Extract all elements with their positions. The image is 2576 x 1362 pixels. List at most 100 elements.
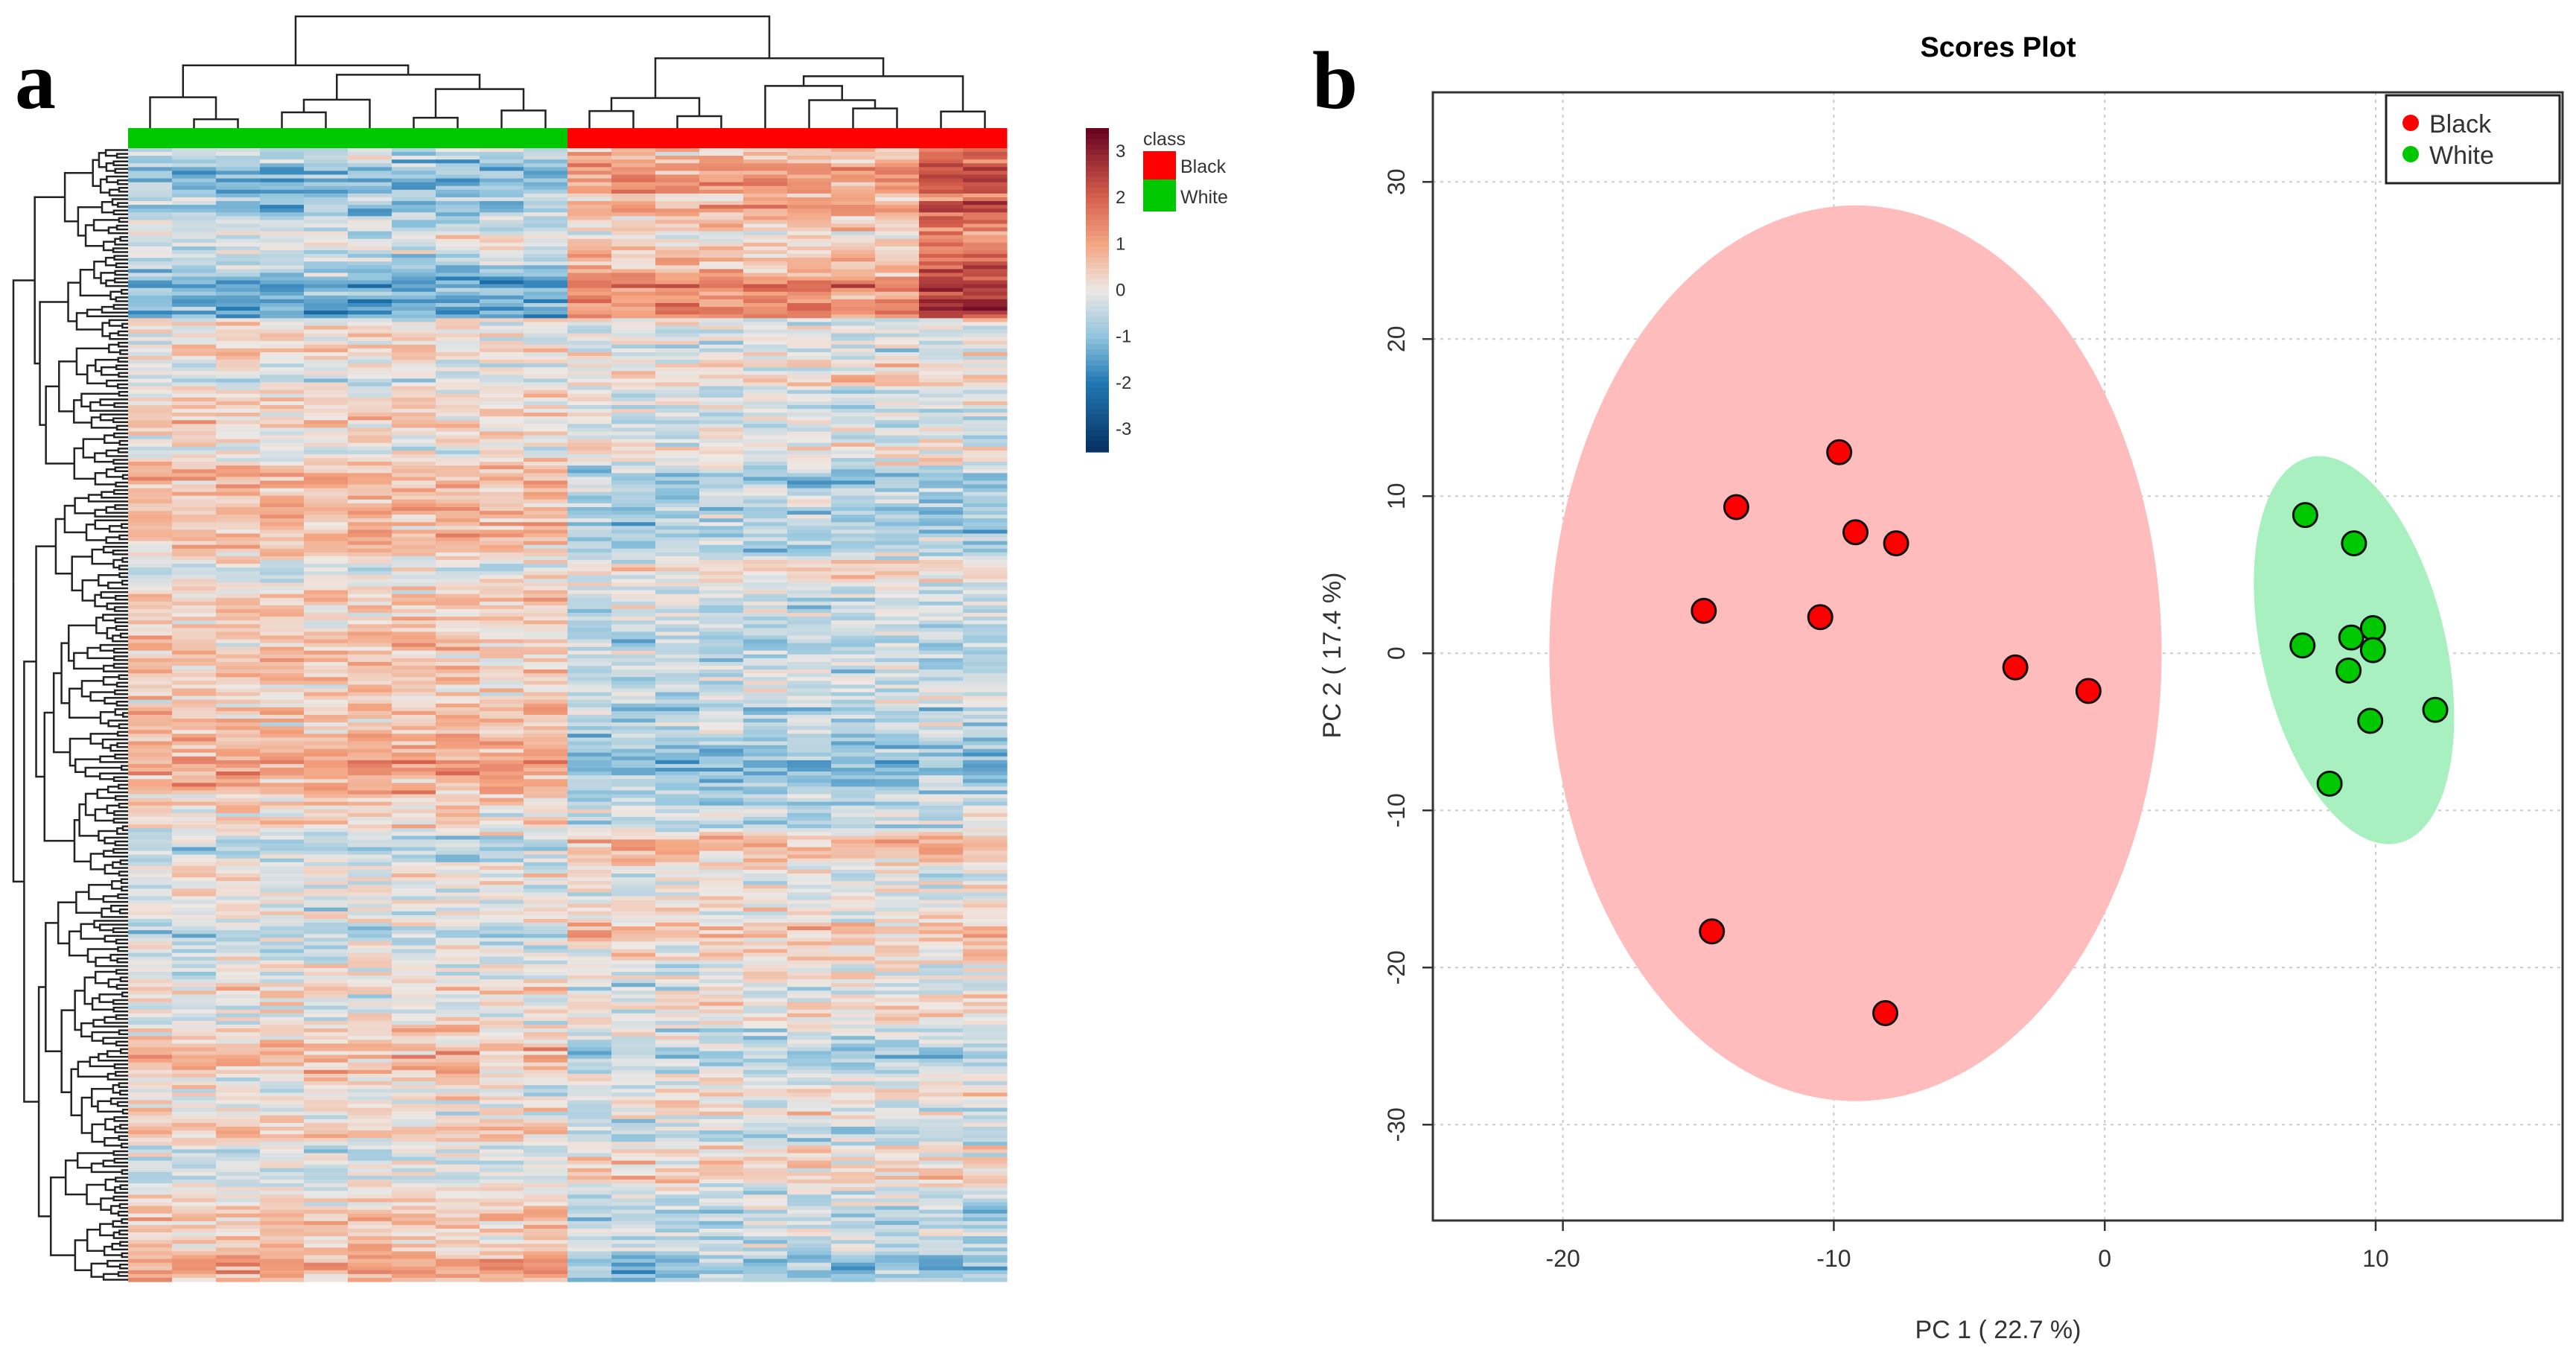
heatmap-cell xyxy=(392,337,436,342)
heatmap-cell xyxy=(963,529,1008,535)
heatmap-cell xyxy=(436,442,480,448)
heatmap-cell xyxy=(919,1028,964,1033)
heatmap-cell xyxy=(304,628,349,632)
heatmap-cell xyxy=(304,340,349,346)
heatmap-cell xyxy=(831,480,876,486)
heatmap-cell xyxy=(304,254,349,258)
heatmap-cell xyxy=(304,707,349,712)
heatmap-cell xyxy=(699,696,744,701)
heatmap-cell xyxy=(172,768,217,772)
heatmap-cell xyxy=(128,511,173,515)
heatmap-cell xyxy=(919,174,964,179)
heatmap-cell xyxy=(436,552,480,557)
heatmap-cell xyxy=(260,941,305,946)
heatmap-cell xyxy=(963,608,1008,614)
heatmap-cell xyxy=(743,393,788,398)
heatmap-cell xyxy=(743,900,788,905)
heatmap-cell xyxy=(567,273,612,278)
heatmap-cell xyxy=(348,529,392,535)
heatmap-cell xyxy=(392,454,436,459)
heatmap-cell xyxy=(787,367,832,372)
heatmap-cell xyxy=(655,311,700,315)
heatmap-cell xyxy=(655,1013,700,1018)
heatmap-cell xyxy=(831,586,876,591)
heatmap-cell xyxy=(875,650,920,655)
heatmap-cell xyxy=(611,559,656,564)
heatmap-cell xyxy=(480,544,524,550)
heatmap-cell xyxy=(655,635,700,640)
heatmap-cell xyxy=(348,231,392,236)
heatmap-cell xyxy=(260,559,305,564)
heatmap-cell xyxy=(743,567,788,572)
heatmap-cell xyxy=(919,635,964,640)
heatmap-cell xyxy=(260,201,305,206)
heatmap-cell xyxy=(787,442,832,448)
heatmap-cell xyxy=(699,903,744,908)
heatmap-cell xyxy=(875,189,920,194)
heatmap-cell xyxy=(524,979,568,984)
heatmap-cell xyxy=(875,949,920,954)
heatmap-cell xyxy=(699,775,744,780)
heatmap-cell xyxy=(304,1032,349,1037)
heatmap-cell xyxy=(436,726,480,731)
heatmap-cell xyxy=(304,189,349,194)
heatmap-cell xyxy=(963,382,1008,387)
heatmap-cell xyxy=(831,805,876,810)
heatmap-cell xyxy=(787,371,832,375)
heatmap-cell xyxy=(436,824,480,829)
heatmap-cell xyxy=(699,1040,744,1044)
heatmap-cell xyxy=(524,730,568,734)
heatmap-cell xyxy=(787,409,832,413)
heatmap-cell xyxy=(743,1016,788,1022)
heatmap-cell xyxy=(963,378,1008,384)
heatmap-cell xyxy=(743,617,788,621)
heatmap-cell xyxy=(392,276,436,281)
heatmap-cell xyxy=(436,386,480,391)
heatmap-cell xyxy=(743,597,788,602)
heatmap-cell xyxy=(787,280,832,285)
heatmap-cell xyxy=(128,280,173,285)
heatmap-cell xyxy=(304,284,349,289)
heatmap-cell xyxy=(216,171,261,176)
heatmap-cell xyxy=(436,812,480,818)
heatmap-cell xyxy=(304,291,349,296)
heatmap-cell xyxy=(524,597,568,602)
heatmap-cell xyxy=(524,631,568,637)
heatmap-cell xyxy=(787,1054,832,1060)
heatmap-cell xyxy=(567,397,612,402)
heatmap-cell xyxy=(963,976,1008,980)
heatmap-cell xyxy=(260,174,305,179)
heatmap-cell xyxy=(480,484,524,489)
heatmap-cell xyxy=(831,537,876,542)
heatmap-cell xyxy=(787,579,832,584)
heatmap-cell xyxy=(436,923,480,927)
heatmap-cell xyxy=(260,643,305,648)
heatmap-cell xyxy=(348,881,392,885)
heatmap-cell xyxy=(348,291,392,296)
heatmap-cell xyxy=(919,967,964,973)
heatmap-cell xyxy=(216,926,261,931)
heatmap-cell xyxy=(567,378,612,384)
heatmap-cell xyxy=(172,242,217,247)
heatmap-cell xyxy=(216,639,261,644)
heatmap-cell xyxy=(743,571,788,576)
heatmap-cell xyxy=(304,1081,349,1086)
heatmap-cell xyxy=(436,567,480,572)
heatmap-cell xyxy=(787,382,832,387)
heatmap-cell xyxy=(655,318,700,322)
heatmap-cell xyxy=(304,212,349,217)
heatmap-cell xyxy=(611,318,656,322)
heatmap-cell xyxy=(524,1047,568,1052)
heatmap-cell xyxy=(919,446,964,451)
heatmap-cell xyxy=(567,824,612,829)
heatmap-cell xyxy=(919,499,964,504)
heatmap-cell xyxy=(831,322,876,327)
heatmap-cell xyxy=(743,242,788,247)
heatmap-cell xyxy=(875,201,920,206)
heatmap-cell xyxy=(348,824,392,829)
heatmap-cell xyxy=(743,1043,788,1048)
heatmap-cell xyxy=(216,351,261,357)
heatmap-cell xyxy=(172,375,217,380)
heatmap-cell xyxy=(216,322,261,327)
heatmap-cell xyxy=(655,299,700,304)
